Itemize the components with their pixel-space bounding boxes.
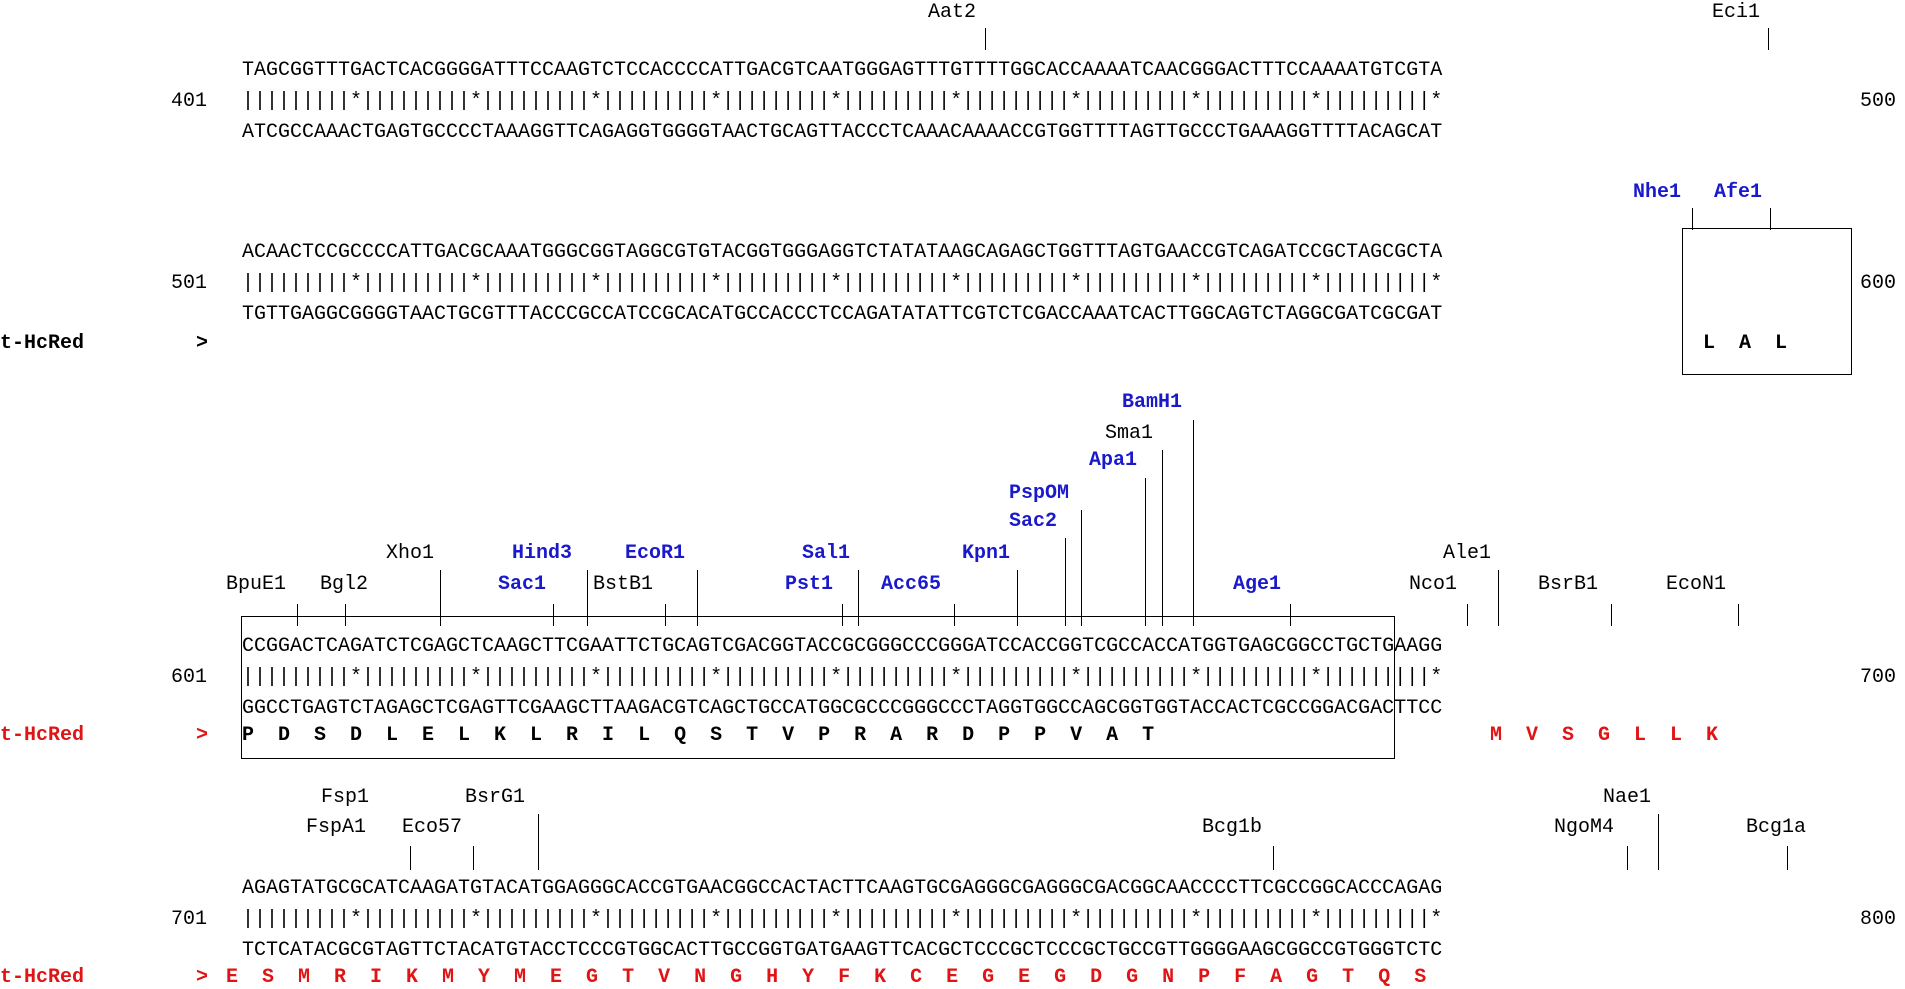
match-line: |||||||||*|||||||||*|||||||||*|||||||||*… (242, 908, 1443, 931)
cut-site-tick (1627, 846, 1628, 870)
enzyme-label-apa1: Apa1 (1089, 449, 1138, 472)
cut-site-tick (1768, 28, 1769, 50)
cut-site-tick (345, 604, 346, 626)
cut-site-tick (1770, 208, 1771, 230)
translation-orf: E S M R I K M Y M E G T V N G H Y F K C … (226, 966, 1427, 989)
start-position: 701 (170, 908, 207, 931)
enzyme-label-xho1: Xho1 (386, 542, 435, 565)
enzyme-label-pspom: PspOM (1009, 482, 1070, 505)
cut-site-tick (954, 604, 955, 626)
cut-site-tick (538, 814, 539, 870)
enzyme-label-ngom4: NgoM4 (1554, 816, 1615, 839)
enzyme-label-fspa1: FspA1 (306, 816, 367, 839)
cut-site-tick (1787, 846, 1788, 870)
direction-arrow: > (196, 724, 209, 747)
cut-site-tick (985, 28, 986, 50)
enzyme-label-eci1: Eci1 (1712, 1, 1761, 24)
feature-label: t-HcRed (0, 724, 85, 747)
cut-site-tick (1017, 570, 1018, 626)
bottom-strand: TGTTGAGGCGGGGTAACTGCGTTTACCCGCCATCCGCACA… (242, 303, 1443, 326)
enzyme-label-bstb1: BstB1 (593, 573, 654, 596)
cut-site-tick (1467, 604, 1468, 626)
start-position: 501 (170, 272, 207, 295)
enzyme-label-bpue1: BpuE1 (226, 573, 287, 596)
translation: P D S D L E L K L R I L Q S T V P R A R … (242, 724, 1155, 747)
enzyme-label-fsp1: Fsp1 (321, 786, 370, 809)
cut-site-tick (1290, 604, 1291, 626)
enzyme-label-pst1: Pst1 (785, 573, 834, 596)
cut-site-tick (665, 604, 666, 626)
end-position: 700 (1860, 666, 1897, 689)
bottom-strand: GGCCTGAGTCTAGAGCTCGAGTTCGAAGCTTAAGACGTCA… (242, 697, 1443, 720)
enzyme-label-sma1: Sma1 (1105, 422, 1154, 445)
enzyme-label-age1: Age1 (1233, 573, 1282, 596)
cut-site-tick (1162, 450, 1163, 626)
cut-site-tick (1273, 846, 1274, 870)
top-strand: ACAACTCCGCCCCATTGACGCAAATGGGCGGTAGGCGTGT… (242, 241, 1443, 264)
cut-site-tick (1081, 510, 1082, 626)
direction-arrow: > (196, 966, 209, 989)
feature-label: t-HcRed (0, 332, 85, 355)
enzyme-label-bsrb1: BsrB1 (1538, 573, 1599, 596)
enzyme-label-ecor1: EcoR1 (625, 542, 686, 565)
top-strand: TAGCGGTTTGACTCACGGGGATTTCCAAGTCTCCACCCCA… (242, 59, 1443, 82)
cut-site-tick (553, 604, 554, 626)
cut-site-tick (1658, 814, 1659, 870)
cut-site-tick (1145, 478, 1146, 626)
feature-box (241, 616, 1395, 759)
top-strand: CCGGACTCAGATCTCGAGCTCAAGCTTCGAATTCTGCAGT… (242, 635, 1443, 658)
cut-site-tick (1611, 604, 1612, 626)
cut-site-tick (1692, 208, 1693, 230)
enzyme-label-nae1: Nae1 (1603, 786, 1652, 809)
enzyme-label-ale1: Ale1 (1443, 542, 1492, 565)
cut-site-tick (1065, 538, 1066, 626)
start-position: 601 (170, 666, 207, 689)
enzyme-label-sal1: Sal1 (802, 542, 851, 565)
enzyme-label-bcg1a: Bcg1a (1746, 816, 1807, 839)
enzyme-label-afe1: Afe1 (1714, 181, 1763, 204)
feature-box (1682, 228, 1852, 375)
translation: L A L (1703, 332, 1788, 355)
cut-site-tick (297, 604, 298, 626)
match-line: |||||||||*|||||||||*|||||||||*|||||||||*… (242, 666, 1443, 689)
end-position: 800 (1860, 908, 1897, 931)
enzyme-label-eco57: Eco57 (402, 816, 463, 839)
match-line: |||||||||*|||||||||*|||||||||*|||||||||*… (242, 90, 1443, 113)
enzyme-label-bcg1b: Bcg1b (1202, 816, 1263, 839)
end-position: 600 (1860, 272, 1897, 295)
enzyme-label-nhe1: Nhe1 (1633, 181, 1682, 204)
enzyme-label-econ1: EcoN1 (1666, 573, 1727, 596)
enzyme-label-sac2: Sac2 (1009, 510, 1058, 533)
cut-site-tick (697, 570, 698, 626)
enzyme-label-acc65: Acc65 (881, 573, 942, 596)
cut-site-tick (1738, 604, 1739, 626)
feature-label: t-HcRed (0, 966, 85, 989)
enzyme-label-hind3: Hind3 (512, 542, 573, 565)
bottom-strand: ATCGCCAAACTGAGTGCCCCTAAAGGTTCAGAGGTGGGGT… (242, 121, 1443, 144)
enzyme-label-kpn1: Kpn1 (962, 542, 1011, 565)
enzyme-label-nco1: Nco1 (1409, 573, 1458, 596)
enzyme-label-aat2: Aat2 (928, 1, 977, 24)
enzyme-label-bsrg1: BsrG1 (465, 786, 526, 809)
cut-site-tick (440, 570, 441, 626)
match-line: |||||||||*|||||||||*|||||||||*|||||||||*… (242, 272, 1443, 295)
enzyme-label-bamh1: BamH1 (1122, 391, 1183, 414)
cut-site-tick (1193, 420, 1194, 626)
bottom-strand: TCTCATACGCGTAGTTCTACATGTACCTCCCGTGGCACTT… (242, 939, 1443, 962)
cut-site-tick (587, 570, 588, 626)
end-position: 500 (1860, 90, 1897, 113)
start-position: 401 (170, 90, 207, 113)
cut-site-tick (858, 570, 859, 626)
cut-site-tick (842, 604, 843, 626)
enzyme-label-sac1: Sac1 (498, 573, 547, 596)
cut-site-tick (410, 846, 411, 870)
cut-site-tick (473, 846, 474, 870)
cut-site-tick (1498, 570, 1499, 626)
enzyme-label-bgl2: Bgl2 (320, 573, 369, 596)
top-strand: AGAGTATGCGCATCAAGATGTACATGGAGGGCACCGTGAA… (242, 877, 1443, 900)
direction-arrow: > (196, 332, 209, 355)
translation-orf: M V S G L L K (1490, 724, 1719, 747)
